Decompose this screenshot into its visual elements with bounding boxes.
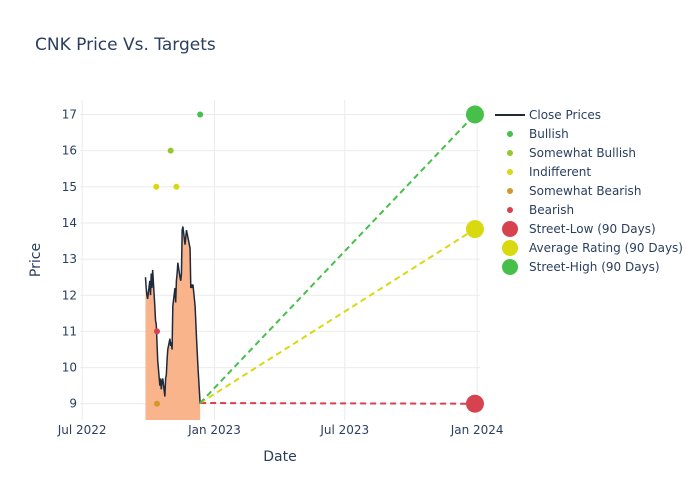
legend-label: Bearish [529,203,574,217]
target-marker [465,220,484,239]
rating-point [153,400,160,407]
legend-swatch-dot [507,207,513,213]
x-tick-label: Jul 2023 [319,423,369,437]
legend-label: Street-Low (90 Days) [529,222,656,236]
target-line [199,113,476,404]
y-tick-label: 11 [62,324,77,338]
target-marker [465,105,484,124]
close-price-line [144,226,201,404]
y-axis-ticks: 9 10 11 12 13 14 15 16 17 [62,107,77,410]
rating-point [153,328,160,335]
legend[interactable]: Close Prices Bullish Somewhat Bullish Indif… [495,108,683,275]
x-axis-title: Date [263,449,296,465]
y-tick-label: 10 [62,361,77,375]
legend-item[interactable]: Somewhat Bearish [507,184,641,198]
y-tick-label: 16 [62,144,77,158]
rating-points [153,111,204,407]
legend-label: Somewhat Bearish [529,184,641,198]
legend-label: Somewhat Bullish [529,146,636,160]
legend-swatch-dot [507,131,513,137]
rating-point [167,147,174,154]
y-axis-title: Price [28,243,44,277]
legend-label: Street-High (90 Days) [529,260,660,274]
target-lines [199,105,484,413]
legend-swatch-marker [502,240,518,256]
rating-point [197,111,204,118]
legend-item[interactable]: Close Prices [495,108,601,122]
rating-point [173,183,180,190]
target-line [199,228,476,404]
legend-swatch-marker [502,221,518,237]
y-tick-label: 12 [62,288,77,302]
target-line [200,402,475,405]
close-price-series [144,226,201,404]
legend-item[interactable]: Street-Low (90 Days) [502,221,656,237]
y-tick-label: 9 [69,397,77,411]
legend-label: Average Rating (90 Days) [529,241,683,255]
legend-item[interactable]: Bearish [507,203,574,217]
legend-label: Bullish [529,127,569,141]
legend-swatch-marker [502,259,518,275]
legend-item[interactable]: Average Rating (90 Days) [502,240,683,256]
legend-item[interactable]: Bullish [507,127,569,141]
x-axis-ticks: Jul 2022 Jan 2023 Jul 2023 Jan 2024 [57,423,504,437]
y-tick-label: 13 [62,252,77,266]
y-tick-label: 17 [62,107,77,121]
grid [80,100,480,420]
x-tick-label: Jan 2023 [187,423,241,437]
legend-swatch-dot [507,188,513,194]
legend-swatch-dot [507,169,513,175]
legend-item[interactable]: Somewhat Bullish [507,146,636,160]
y-tick-label: 15 [62,180,77,194]
chart-title: CNK Price Vs. Targets [35,35,216,55]
legend-item[interactable]: Street-High (90 Days) [502,259,660,275]
legend-label: Indifferent [529,165,591,179]
legend-item[interactable]: Indifferent [507,165,591,179]
x-tick-label: Jul 2022 [57,423,107,437]
target-marker [465,394,484,413]
rating-point [153,183,160,190]
x-tick-label: Jan 2024 [450,423,504,437]
legend-label: Close Prices [529,108,601,122]
legend-swatch-dot [507,150,513,156]
y-tick-label: 14 [62,216,77,230]
